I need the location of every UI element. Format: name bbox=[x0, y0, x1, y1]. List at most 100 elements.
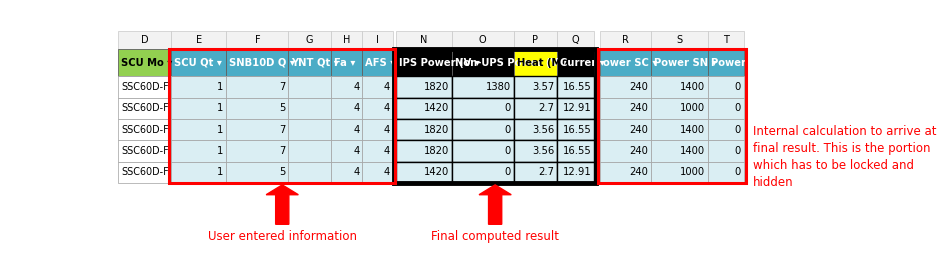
Text: 1820: 1820 bbox=[424, 82, 448, 92]
Bar bbox=[331, 49, 362, 77]
Bar bbox=[451, 49, 514, 77]
Bar bbox=[600, 119, 650, 140]
Text: SSC60D-F: SSC60D-F bbox=[121, 125, 169, 135]
Bar bbox=[172, 77, 227, 98]
Bar bbox=[289, 49, 331, 77]
Bar bbox=[451, 31, 514, 49]
Bar bbox=[557, 162, 595, 183]
Text: Q: Q bbox=[572, 35, 580, 45]
Bar bbox=[172, 140, 227, 162]
Text: 0: 0 bbox=[734, 103, 741, 113]
Bar bbox=[289, 119, 331, 140]
Bar bbox=[600, 31, 650, 49]
Text: SCU Mo ▾: SCU Mo ▾ bbox=[121, 58, 172, 68]
Text: IPS Power (V ▾: IPS Power (V ▾ bbox=[399, 58, 480, 68]
Text: 1420: 1420 bbox=[424, 103, 448, 113]
Text: SSC60D-F: SSC60D-F bbox=[121, 103, 169, 113]
Text: 4: 4 bbox=[353, 125, 360, 135]
Bar bbox=[708, 77, 744, 98]
Bar bbox=[650, 162, 708, 183]
Bar bbox=[362, 77, 393, 98]
Text: Fa ▾: Fa ▾ bbox=[334, 58, 355, 68]
Bar bbox=[118, 162, 172, 183]
Text: 1000: 1000 bbox=[681, 103, 705, 113]
Text: 2.7: 2.7 bbox=[538, 103, 554, 113]
Bar bbox=[708, 119, 744, 140]
Bar bbox=[557, 119, 595, 140]
Text: SNB10D Q ▾: SNB10D Q ▾ bbox=[229, 58, 295, 68]
Text: Power SN ▾: Power SN ▾ bbox=[653, 58, 716, 68]
Text: 0: 0 bbox=[505, 146, 511, 156]
Text: 1: 1 bbox=[217, 125, 224, 135]
Text: 1380: 1380 bbox=[486, 82, 511, 92]
Bar bbox=[172, 49, 227, 77]
Text: 7: 7 bbox=[279, 125, 285, 135]
Text: 4: 4 bbox=[353, 82, 360, 92]
Text: SSC60D-F: SSC60D-F bbox=[121, 82, 169, 92]
Bar bbox=[650, 119, 708, 140]
Bar bbox=[600, 98, 650, 119]
Polygon shape bbox=[266, 185, 298, 224]
Bar bbox=[394, 49, 597, 183]
Text: 5: 5 bbox=[279, 103, 285, 113]
Bar bbox=[598, 49, 746, 183]
Text: D: D bbox=[141, 35, 148, 45]
Text: 1820: 1820 bbox=[424, 146, 448, 156]
Text: SCU Qt ▾: SCU Qt ▾ bbox=[175, 58, 222, 68]
Bar bbox=[118, 98, 172, 119]
Bar bbox=[227, 140, 289, 162]
Bar bbox=[557, 31, 595, 49]
Bar bbox=[227, 49, 289, 77]
Text: G: G bbox=[306, 35, 313, 45]
Text: T: T bbox=[723, 35, 729, 45]
Bar bbox=[451, 119, 514, 140]
Text: 3.56: 3.56 bbox=[531, 146, 554, 156]
Bar bbox=[172, 31, 227, 49]
Text: 3.57: 3.57 bbox=[531, 82, 554, 92]
Bar bbox=[650, 31, 708, 49]
Bar bbox=[650, 49, 708, 77]
Text: E: E bbox=[195, 35, 202, 45]
Bar bbox=[451, 162, 514, 183]
Text: 1400: 1400 bbox=[681, 125, 705, 135]
Bar bbox=[600, 49, 650, 77]
Bar bbox=[227, 98, 289, 119]
Bar bbox=[172, 119, 227, 140]
Bar bbox=[600, 162, 650, 183]
Text: N: N bbox=[420, 35, 428, 45]
Bar bbox=[227, 31, 289, 49]
Text: Currer ▾: Currer ▾ bbox=[560, 58, 605, 68]
Bar bbox=[289, 98, 331, 119]
Text: 4: 4 bbox=[384, 103, 390, 113]
Bar bbox=[557, 49, 595, 77]
Bar bbox=[331, 119, 362, 140]
Text: 1820: 1820 bbox=[424, 125, 448, 135]
Text: 4: 4 bbox=[384, 146, 390, 156]
Bar bbox=[708, 49, 744, 77]
Text: 1400: 1400 bbox=[681, 146, 705, 156]
Text: Power YN ▾: Power YN ▾ bbox=[712, 58, 774, 68]
Text: 16.55: 16.55 bbox=[563, 125, 591, 135]
Text: 240: 240 bbox=[629, 103, 648, 113]
Bar bbox=[514, 119, 557, 140]
Text: SSC60D-F: SSC60D-F bbox=[121, 167, 169, 177]
Text: 0: 0 bbox=[734, 125, 741, 135]
Text: 0: 0 bbox=[734, 146, 741, 156]
Bar bbox=[118, 119, 172, 140]
Text: SSC60D-F: SSC60D-F bbox=[121, 146, 169, 156]
Text: 12.91: 12.91 bbox=[563, 167, 591, 177]
Bar bbox=[650, 140, 708, 162]
Text: 0: 0 bbox=[734, 167, 741, 177]
Bar bbox=[172, 98, 227, 119]
Bar bbox=[118, 77, 172, 98]
Text: F: F bbox=[255, 35, 261, 45]
Text: User entered information: User entered information bbox=[208, 230, 357, 243]
Bar bbox=[118, 31, 172, 49]
Text: 1400: 1400 bbox=[681, 82, 705, 92]
Text: 5: 5 bbox=[279, 167, 285, 177]
Bar bbox=[289, 140, 331, 162]
Text: Heat (MJ/hr ▾: Heat (MJ/hr ▾ bbox=[516, 58, 589, 68]
Text: R: R bbox=[622, 35, 629, 45]
Bar bbox=[289, 162, 331, 183]
Bar bbox=[289, 31, 331, 49]
